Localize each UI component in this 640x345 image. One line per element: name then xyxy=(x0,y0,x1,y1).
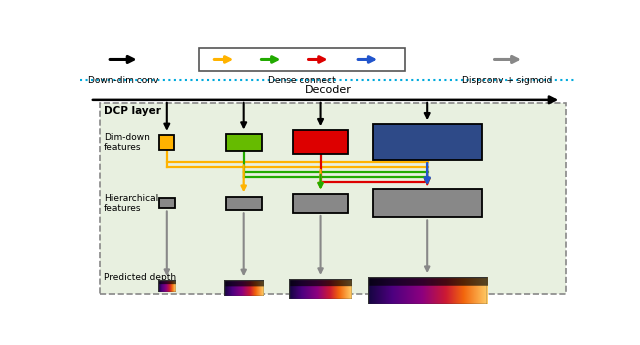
Text: Decoder: Decoder xyxy=(305,85,351,95)
Text: DCP layer: DCP layer xyxy=(104,106,161,116)
Bar xyxy=(159,198,175,208)
Text: Down-dim conv: Down-dim conv xyxy=(88,76,159,85)
Bar xyxy=(100,103,566,294)
Bar xyxy=(293,194,348,213)
Text: Dim-down
features: Dim-down features xyxy=(104,132,150,152)
Text: Predicted depth: Predicted depth xyxy=(104,273,176,282)
Bar xyxy=(159,135,174,150)
Bar xyxy=(226,197,262,210)
Bar xyxy=(372,189,482,217)
Text: Dense connect: Dense connect xyxy=(268,76,335,85)
Bar xyxy=(293,130,348,154)
Bar xyxy=(199,48,405,71)
Bar xyxy=(226,134,262,151)
Text: Hierarchical
features: Hierarchical features xyxy=(104,194,158,213)
Text: Dispconv + sigmoid: Dispconv + sigmoid xyxy=(462,76,553,85)
Bar xyxy=(372,125,482,160)
